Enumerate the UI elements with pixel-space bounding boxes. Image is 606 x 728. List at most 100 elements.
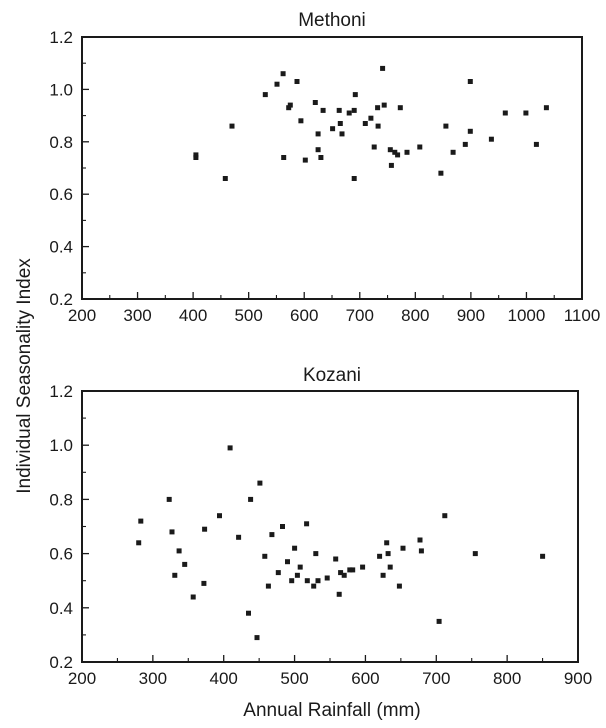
scatter-points-methoni [193, 65, 549, 181]
scatter-point-kozani [285, 559, 290, 565]
y-tick-label: 0.2 [49, 653, 73, 672]
x-tick-label: 800 [401, 306, 429, 325]
scatter-point-kozani [304, 521, 310, 527]
x-tick-label: 300 [123, 306, 151, 325]
scatter-point-kozani [315, 578, 321, 584]
scatter-point-kozani [304, 578, 310, 584]
scatter-point-kozani [217, 513, 222, 519]
x-axis-title: Annual Rainfall (mm) [243, 700, 420, 721]
scatter-point-kozani [436, 618, 442, 624]
scatter-point-methoni [298, 118, 304, 124]
scatter-point-methoni [262, 92, 268, 98]
scatter-point-kozani [190, 594, 196, 600]
scatter-point-kozani [227, 445, 233, 451]
scatter-point-kozani [236, 534, 242, 540]
scatter-point-kozani [202, 526, 208, 532]
scatter-point-methoni [280, 71, 286, 77]
x-tick-label: 1000 [508, 306, 546, 325]
scatter-point-methoni [222, 176, 228, 181]
scatter-point-kozani [442, 513, 448, 519]
scatter-point-methoni [330, 126, 336, 132]
x-tick-label: 1100 [564, 306, 601, 325]
scatter-point-methoni [462, 141, 468, 147]
x-tick-label: 600 [351, 669, 379, 688]
x-tick-label: 900 [564, 669, 592, 688]
x-tick-label: 200 [68, 669, 96, 688]
scatter-point-methoni [351, 176, 357, 181]
ticks-kozani: 200 300 400 500 600 700 800 900 0.2 0.4 0.6 0.8 1.0 1… [49, 382, 592, 688]
x-tick-label: 400 [210, 669, 238, 688]
scatter-point-methoni [274, 81, 280, 87]
scatter-point-kozani [350, 567, 356, 573]
scatter-point-kozani [136, 540, 142, 546]
scatter-point-kozani [472, 551, 478, 557]
chart-title-kozani: Kozani [303, 365, 361, 386]
scatter-point-kozani [385, 551, 391, 557]
scatter-point-methoni [375, 105, 381, 111]
scatter-point-methoni [318, 155, 324, 160]
scatter-point-methoni [346, 110, 352, 116]
scatter-point-methoni [375, 123, 381, 129]
y-tick-label: 0.8 [49, 133, 73, 152]
scatter-point-kozani [380, 572, 386, 578]
scatter-point-kozani [384, 540, 390, 546]
x-tick-label: 400 [179, 306, 207, 325]
scatter-point-methoni [488, 136, 494, 142]
y-tick-label: 0.8 [49, 490, 73, 509]
y-tick-label: 1.0 [49, 436, 73, 455]
scatter-point-methoni [286, 105, 292, 111]
scatter-point-kozani [280, 524, 285, 529]
scatter-point-kozani [246, 610, 251, 616]
scatter-point-kozani [292, 545, 298, 551]
scatter-point-kozani [347, 567, 353, 573]
scatter-point-methoni [467, 128, 473, 134]
scatter-point-methoni [380, 65, 386, 71]
scatter-point-methoni [450, 149, 456, 155]
y-tick-label: 0.4 [49, 238, 73, 257]
scatter-point-methoni [502, 110, 508, 116]
scatter-point-methoni [388, 162, 394, 168]
plot-frame-kozani [81, 390, 579, 663]
y-tick-label: 1.0 [49, 80, 73, 99]
scatter-point-kozani [336, 591, 342, 597]
scatter-point-kozani [201, 580, 207, 586]
scatter-point-kozani [311, 583, 317, 589]
scatter-point-kozani [262, 553, 268, 559]
scatter-point-methoni [387, 147, 393, 153]
x-tick-label: 500 [280, 669, 308, 688]
scatter-point-kozani [377, 553, 383, 559]
scatter-point-kozani [265, 583, 271, 589]
scatter-point-kozani [341, 572, 347, 578]
scatter-point-methoni [336, 107, 342, 113]
scatter-point-kozani [387, 564, 393, 570]
plot-frame-methoni [81, 36, 583, 300]
scatter-point-kozani [400, 545, 406, 551]
scatter-point-kozani [294, 572, 300, 578]
scatter-point-kozani [418, 548, 424, 554]
scatter-point-methoni [392, 149, 398, 155]
scatter-point-kozani [257, 480, 263, 486]
y-axis-title: Individual Seasonality Index [14, 258, 35, 494]
y-tick-label: 0.2 [49, 290, 73, 309]
chart-panel-kozani: Kozani 200 300 400 500 600 700 800 900 0.2 0.4 0.6… [49, 365, 592, 688]
x-tick-label: 200 [68, 306, 96, 325]
scatter-point-methoni [320, 107, 326, 113]
scatter-point-methoni [543, 105, 549, 111]
scatter-point-methoni [368, 115, 374, 121]
chart-panel-methoni: Methoni 200 300 400 500 600 700 800 900 1000 1100… [49, 10, 600, 325]
y-tick-label: 1.2 [49, 28, 73, 47]
scatter-point-methoni [371, 144, 377, 150]
y-tick-label: 0.6 [49, 545, 73, 564]
scatter-point-methoni [337, 121, 343, 126]
scatter-point-methoni [395, 152, 401, 158]
scatter-point-kozani [417, 537, 423, 543]
y-tick-label: 1.2 [49, 382, 73, 401]
scatter-point-methoni [302, 157, 308, 163]
scatter-point-kozani [338, 570, 344, 576]
scatter-point-kozani [169, 529, 175, 535]
scatter-point-kozani [360, 564, 366, 570]
scatter-point-kozani [333, 556, 339, 562]
scatter-point-methoni [352, 92, 358, 98]
x-tick-label: 300 [139, 669, 167, 688]
scatter-point-kozani [396, 583, 402, 589]
